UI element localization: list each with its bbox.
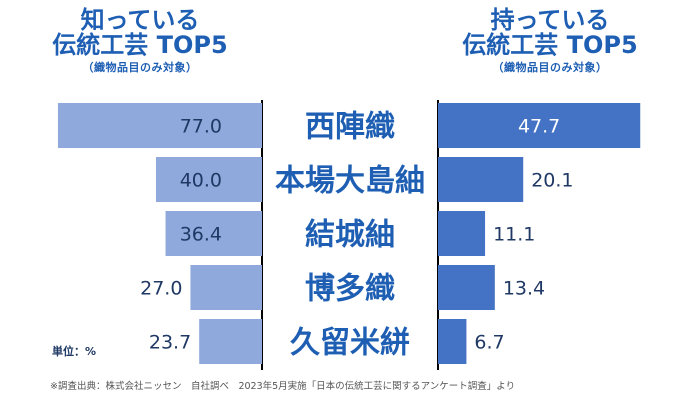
- right-title-line2: 伝統工芸 TOP5: [462, 31, 638, 60]
- right-subtitle: （織物品目のみ対象）: [492, 61, 608, 75]
- source-footnote: ※調査出典：株式会社ニッセン 自社調べ 2023年5月実施「日本の伝統工芸に関す…: [50, 381, 516, 392]
- category-label: 久留米絣: [290, 326, 410, 361]
- known-value-label: 23.7: [149, 332, 191, 354]
- owned-value-label: 20.1: [531, 170, 573, 192]
- known-bar: [156, 157, 262, 202]
- owned-bar: [438, 211, 486, 256]
- owned-bar: [438, 103, 641, 148]
- category-label: 本場大島紬: [275, 164, 425, 199]
- known-bar: [165, 211, 262, 256]
- known-bar: [190, 265, 262, 310]
- owned-value-label: 47.7: [518, 116, 560, 138]
- category-label: 博多織: [305, 272, 395, 307]
- owned-bar: [438, 319, 467, 364]
- category-label: 西陣織: [305, 110, 395, 145]
- right-chart-header: 持っている 伝統工芸 TOP5 （織物品目のみ対象）: [445, 6, 655, 75]
- owned-value-label: 11.1: [493, 224, 535, 246]
- left-subtitle: （織物品目のみ対象）: [82, 61, 198, 75]
- right-title-line1: 持っている: [490, 6, 610, 34]
- left-title-line2: 伝統工芸 TOP5: [52, 31, 228, 60]
- left-title-line1: 知っている: [80, 6, 200, 34]
- known-value-label: 36.4: [180, 224, 222, 246]
- known-bar: [199, 319, 262, 364]
- unit-label: 単位：%: [52, 345, 97, 358]
- category-label: 結城紬: [305, 218, 395, 253]
- owned-bar: [438, 157, 524, 202]
- known-value-label: 77.0: [180, 116, 222, 138]
- left-chart-header: 知っている 伝統工芸 TOP5 （織物品目のみ対象）: [40, 6, 240, 75]
- owned-bar: [438, 265, 495, 310]
- owned-value-label: 13.4: [503, 278, 545, 300]
- known-value-label: 27.0: [140, 278, 182, 300]
- owned-value-label: 6.7: [474, 332, 504, 354]
- known-value-label: 40.0: [180, 170, 222, 192]
- known-bar: [57, 103, 263, 148]
